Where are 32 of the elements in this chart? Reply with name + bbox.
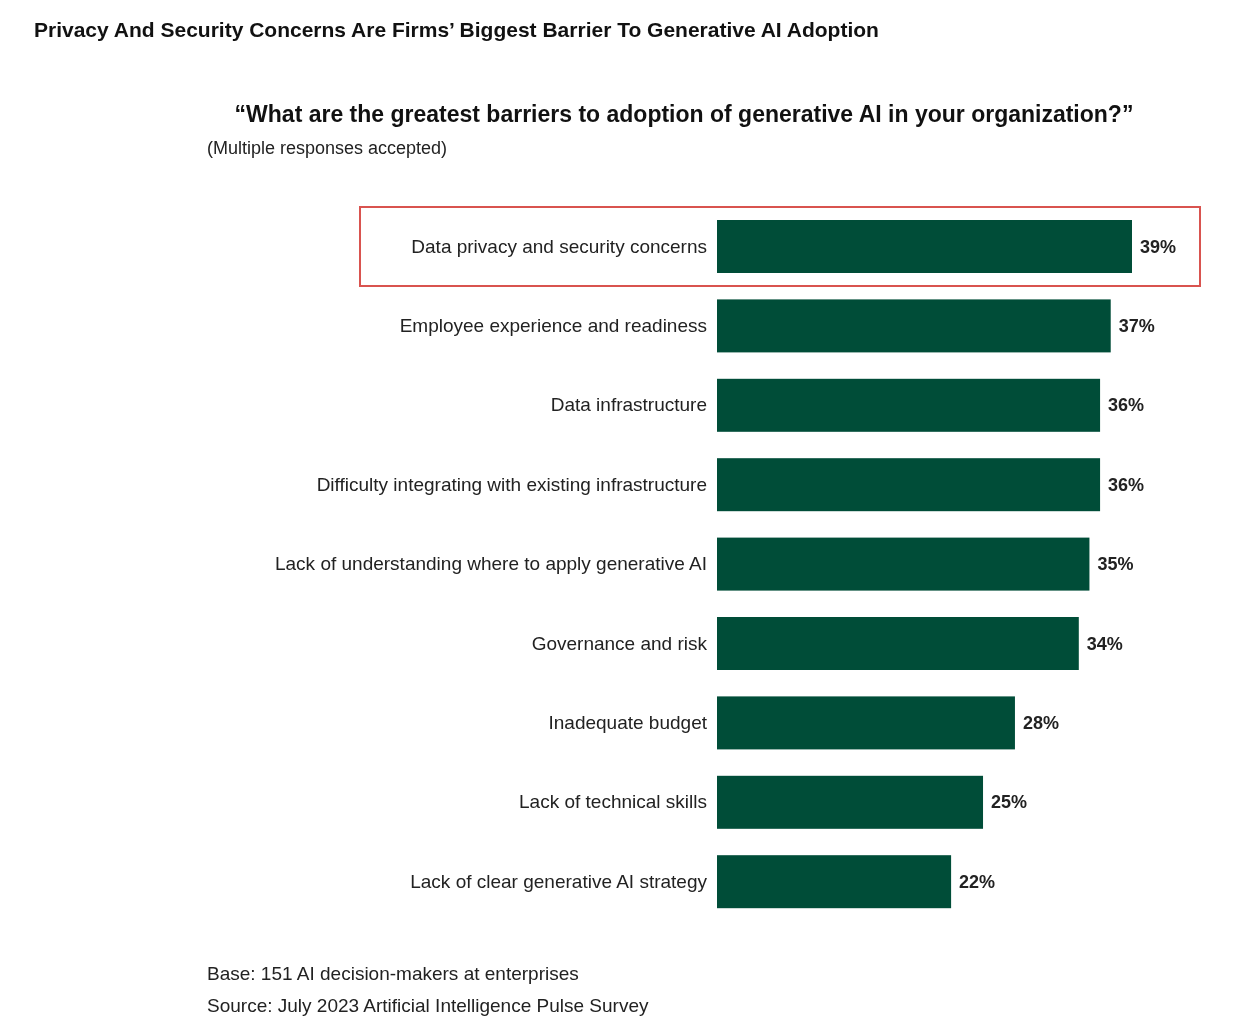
data-label: 35% [1097,554,1134,575]
source-note: Source: July 2023 Artificial Intelligence Pulse Survey [207,995,649,1016]
bar [717,458,1101,512]
bar [717,775,984,829]
data-label: 39% [1140,236,1177,257]
bar [717,378,1101,432]
bar [717,696,1015,750]
data-label: 28% [1022,712,1059,733]
data-label: 25% [991,792,1028,813]
text: (Multiple responses accepted) [207,138,448,158]
y-tick-label: Data infrastructure [550,394,707,416]
y-tick-label: Employee experience and readiness [399,314,707,336]
bar [717,537,1090,591]
chart-subtitle: “What are the greatest barriers to adoption of generative AI in your organization?” [234,101,1134,127]
y-tick-label: Inadequate budget [548,711,708,733]
y-tick-label: Governance and risk [531,632,708,654]
y-tick-label: Lack of technical skills [519,791,707,813]
data-label: 34% [1086,633,1123,654]
bar [717,617,1079,670]
text: Base: 151 AI decision-makers at enterprises [207,963,579,984]
y-tick-label: Lack of understanding where to apply generative AI [274,553,707,575]
y-tick-label: Data privacy and security concerns [411,235,707,257]
data-label: 36% [1108,395,1145,416]
y-tick-label: Lack of clear generative AI strategy [410,870,708,892]
data-label: 37% [1118,315,1155,336]
bar [717,220,1132,273]
y-tick-label: Difficulty integrating with existing infrastructure [316,473,707,495]
data-label: 22% [959,871,996,892]
bar [717,299,1111,353]
text: Privacy And Security Concerns Are Firms’ Biggest Barrier To Generative AI Adoption [34,18,879,41]
data-label: 36% [1108,474,1145,495]
bar [717,855,952,909]
